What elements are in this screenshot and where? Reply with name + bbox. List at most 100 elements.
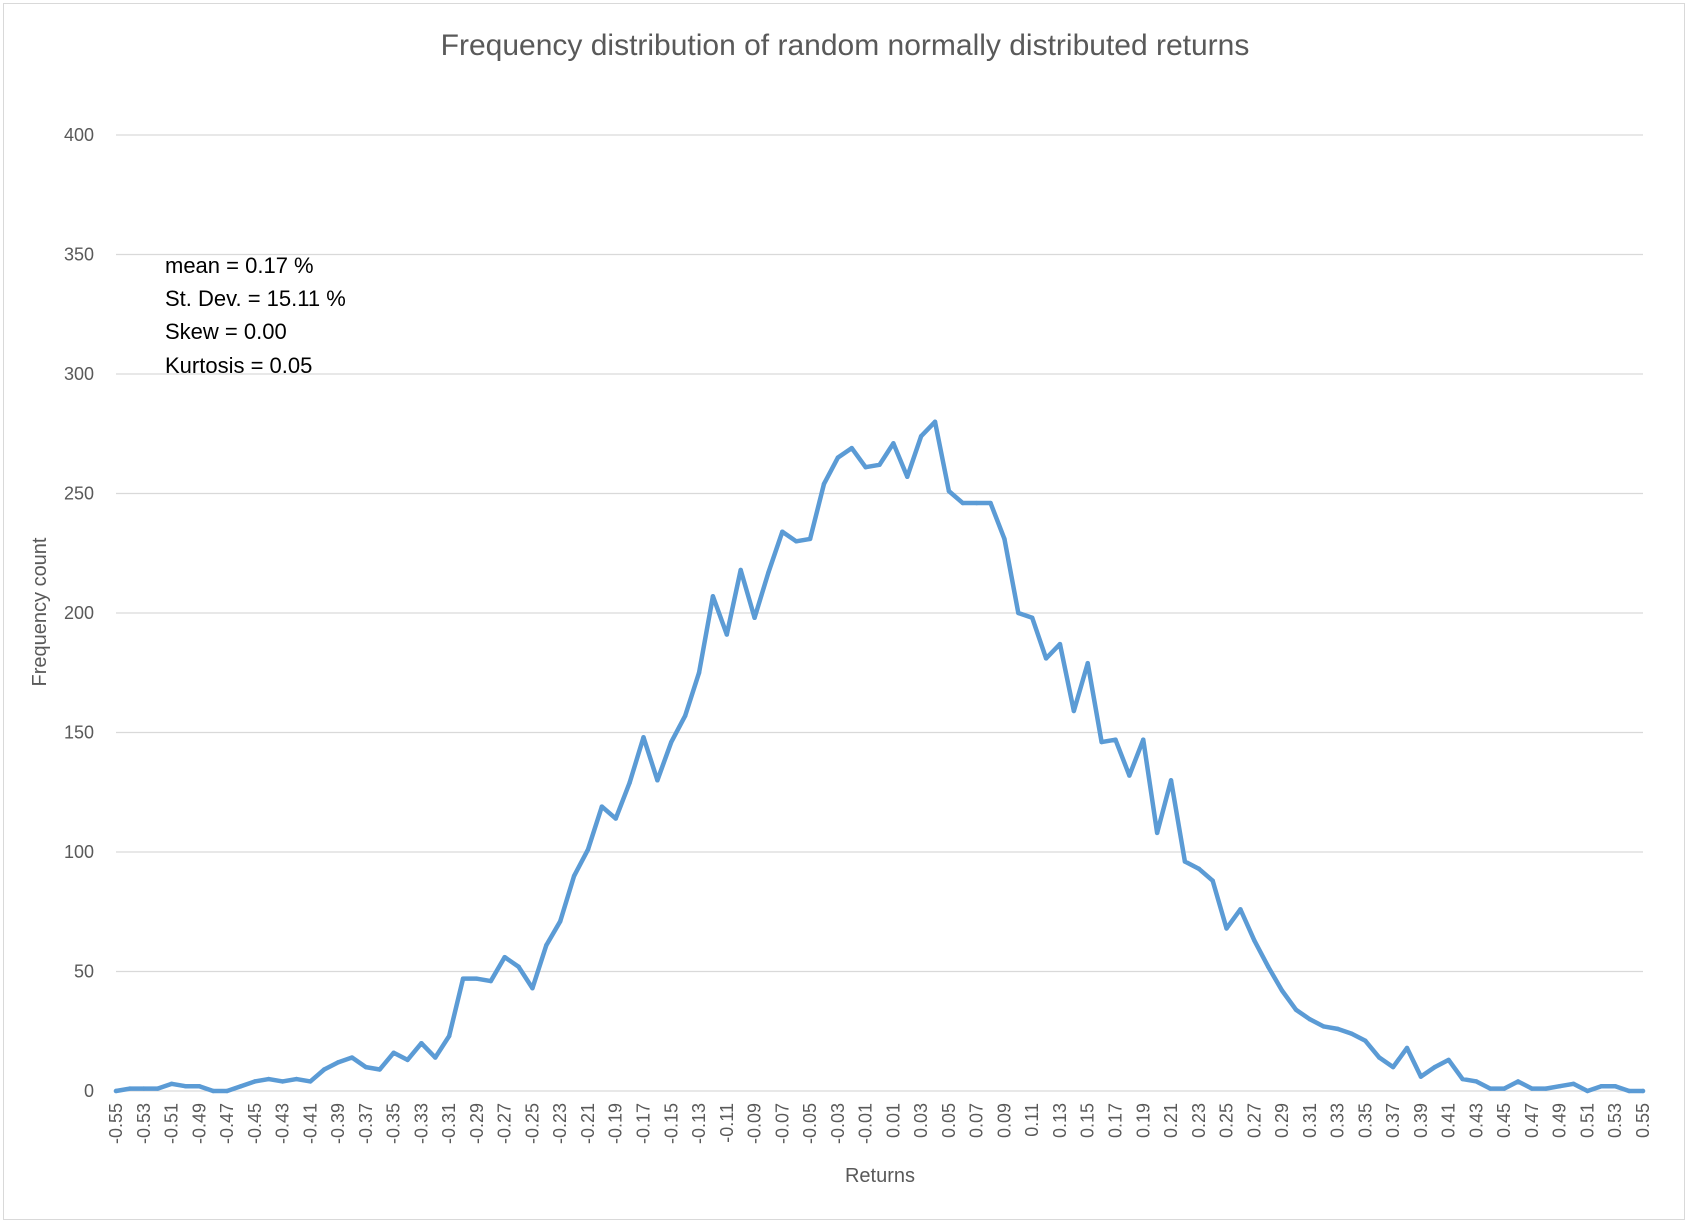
series-line [113,419,1646,1094]
x-tick-label: -0.35 [384,1103,404,1144]
data-point [1571,1081,1576,1087]
data-point [460,976,466,981]
data-point [946,488,952,494]
data-point [1182,859,1188,864]
x-tick-label: -0.21 [578,1103,598,1144]
data-point [1626,1088,1632,1094]
data-point [1141,737,1146,742]
data-point [1543,1086,1549,1091]
data-point [849,445,854,451]
y-tick-label: 400 [64,125,94,145]
data-point [141,1086,146,1091]
x-tick-label: 0.37 [1383,1103,1403,1138]
data-point [1460,1076,1465,1082]
data-point [1057,641,1063,647]
x-tick-label: 0.29 [1272,1103,1292,1138]
x-tick-label: 0.03 [911,1103,931,1138]
data-point [252,1079,258,1084]
data-point [1488,1086,1493,1091]
x-axis-title: Returns [845,1165,915,1187]
x-tick-label: 0.51 [1577,1103,1597,1138]
x-tick-label: 0.31 [1300,1103,1320,1138]
stat-skew: Skew = 0.00 [165,319,287,344]
data-point [752,615,757,620]
data-point [1557,1084,1562,1089]
data-point [113,1088,119,1094]
data-point [446,1033,452,1039]
data-point [696,670,702,675]
data-point [1113,737,1118,742]
data-point [932,419,938,424]
data-point [502,954,507,960]
data-point [1016,610,1021,616]
data-point [419,1041,424,1046]
data-point [391,1050,396,1055]
x-tick-label: 0.19 [1133,1103,1153,1138]
x-tick-label: 0.11 [1022,1103,1042,1137]
x-axis-ticks: -0.55 -0.53 -0.51 -0.49 -0.47 -0.45 -0.43 -0.41… [106,1103,1653,1144]
x-tick-label: 0.43 [1466,1103,1486,1138]
data-point [1154,830,1160,836]
stat-stdev: St. Dev. = 15.11 % [165,286,346,311]
data-point [335,1060,341,1065]
data-point [474,976,480,981]
x-tick-label: 0.25 [1217,1103,1237,1138]
x-tick-label: 0.15 [1078,1103,1098,1138]
data-point [1335,1026,1340,1032]
x-tick-label: 0.07 [967,1103,987,1138]
data-point [710,594,716,599]
data-point [1293,1007,1299,1012]
data-point [1446,1057,1451,1063]
data-point [1085,660,1090,666]
data-point [1432,1064,1437,1070]
data-point [960,500,965,506]
data-point [488,978,494,984]
y-tick-label: 50 [74,962,94,982]
x-tick-label: -0.37 [356,1103,376,1144]
y-tick-label: 300 [64,364,94,384]
data-point [863,465,868,470]
data-point [210,1088,216,1094]
x-tick-label: 0.01 [883,1103,903,1138]
stats-annotation: mean = 0.17 % St. Dev. = 15.11 % Skew = … [165,253,346,378]
x-tick-label: -0.55 [106,1103,126,1144]
x-tick-label: 0.23 [1189,1103,1209,1138]
data-point [1210,878,1215,883]
x-tick-label: -0.31 [439,1103,459,1144]
data-point [627,780,632,785]
y-tick-label: 350 [64,245,94,265]
x-tick-label: -0.41 [300,1103,320,1144]
data-point [294,1076,299,1082]
x-tick-label: -0.03 [828,1103,848,1144]
data-point [1599,1084,1604,1089]
y-axis-title: Frequency count [29,537,51,686]
data-point [363,1064,369,1070]
data-point [613,816,618,821]
data-point [127,1086,133,1091]
data-point [807,536,813,542]
x-tick-label: -0.53 [134,1103,154,1144]
x-tick-label: -0.23 [550,1103,570,1144]
y-axis-ticks: 0 50 100 150 200 250 300 350 400 [64,125,94,1101]
data-point [1168,778,1174,783]
data-point [738,567,743,573]
x-tick-label: -0.33 [411,1103,431,1144]
x-tick-label: -0.15 [661,1103,681,1144]
data-point [377,1067,382,1072]
y-tick-label: 0 [84,1081,94,1101]
data-point [516,964,521,969]
data-point [224,1088,230,1094]
data-point [571,873,577,879]
x-tick-label: 0.05 [939,1103,959,1138]
chart-frame [3,3,1685,1220]
data-point [1071,708,1077,714]
stat-kurtosis: Kurtosis = 0.05 [165,353,312,378]
chart-title: Frequency distribution of random normall… [441,29,1250,62]
data-point [1640,1088,1646,1094]
data-point [1127,773,1132,778]
stat-mean: mean = 0.17 % [165,253,314,278]
data-point [1474,1079,1479,1084]
data-point [641,735,646,740]
data-point [1238,907,1243,912]
